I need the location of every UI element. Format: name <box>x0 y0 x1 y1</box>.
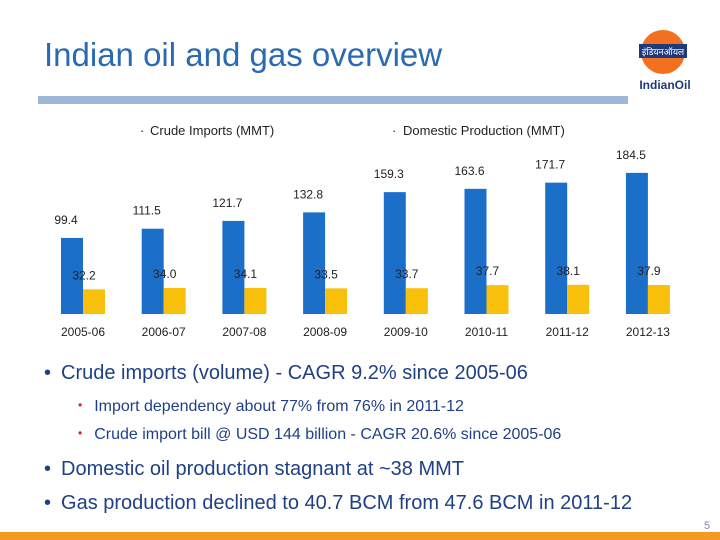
data-label-crude-imports-2010-11: 163.6 <box>454 164 484 178</box>
tick-label-2006-07: 2006-07 <box>142 325 186 339</box>
bar-crude-imports-2010-11 <box>464 188 487 314</box>
data-label-domestic-production-2011-12: 38.1 <box>557 264 581 278</box>
data-label-domestic-production-2012-13: 37.9 <box>637 264 661 278</box>
data-label-crude-imports-2008-09: 132.8 <box>293 187 323 201</box>
legend-marker-domestic-production: · <box>392 123 396 138</box>
tick-label-2008-09: 2008-09 <box>303 325 347 339</box>
tick-label-2012-13: 2012-13 <box>626 325 670 339</box>
slide-number: 5 <box>704 520 711 532</box>
bar-crude-imports-2007-08 <box>222 220 245 314</box>
data-label-crude-imports-2006-07: 111.5 <box>133 204 162 218</box>
data-label-domestic-production-2008-09: 33.5 <box>314 267 338 281</box>
legend-label-domestic-production: Domestic Production (MMT) <box>403 123 565 138</box>
data-label-crude-imports-2005-06: 99.4 <box>54 213 78 227</box>
data-label-domestic-production-2005-06: 32.2 <box>72 268 96 282</box>
bar-domestic-production-2005-06 <box>83 289 105 314</box>
tick-label-2009-10: 2009-10 <box>384 325 428 339</box>
logo-text: IndianOil <box>639 78 691 92</box>
legend-label-crude-imports: Crude Imports (MMT) <box>150 123 274 138</box>
bar-domestic-production-2010-11 <box>486 285 509 314</box>
bar-crude-imports-2008-09 <box>303 212 326 314</box>
data-label-crude-imports-2012-13: 184.5 <box>616 148 646 162</box>
bottom-accent-bar <box>0 532 720 540</box>
indianoil-logo-icon: इंडियनऑयल <box>630 28 696 100</box>
data-label-domestic-production-2010-11: 37.7 <box>476 264 500 278</box>
data-label-domestic-production-2006-07: 34.0 <box>153 267 177 281</box>
data-label-domestic-production-2007-08: 34.1 <box>234 267 258 281</box>
bar-crude-imports-2009-10 <box>383 192 406 314</box>
tick-label-2010-11: 2010-11 <box>465 325 508 339</box>
data-label-crude-imports-2007-08: 121.7 <box>212 196 242 210</box>
bar-crude-imports-2005-06 <box>61 237 83 314</box>
bar-domestic-production-2009-10 <box>405 288 428 314</box>
tick-label-2005-06: 2005-06 <box>61 325 105 339</box>
slide-title: Indian oil and gas overview <box>44 36 443 73</box>
bar-crude-imports-2006-07 <box>141 228 164 314</box>
bar-domestic-production-2008-09 <box>325 288 348 314</box>
bar-domestic-production-2011-12 <box>567 284 590 314</box>
title-underline <box>38 96 628 104</box>
bar-crude-imports-2011-12 <box>545 182 568 314</box>
data-label-crude-imports-2011-12: 171.7 <box>535 158 565 172</box>
data-label-domestic-production-2009-10: 33.7 <box>395 267 419 281</box>
data-label-crude-imports-2009-10: 159.3 <box>374 167 404 181</box>
svg-text:इंडियनऑयल: इंडियनऑयल <box>642 46 685 58</box>
bar-domestic-production-2012-13 <box>647 285 670 314</box>
bar-domestic-production-2007-08 <box>244 287 267 314</box>
legend-marker-crude-imports: · <box>140 123 144 138</box>
bar-domestic-production-2006-07 <box>163 287 186 314</box>
bar-crude-imports-2012-13 <box>625 172 648 314</box>
tick-label-2007-08: 2007-08 <box>222 325 266 339</box>
tick-label-2011-12: 2011-12 <box>546 325 589 339</box>
